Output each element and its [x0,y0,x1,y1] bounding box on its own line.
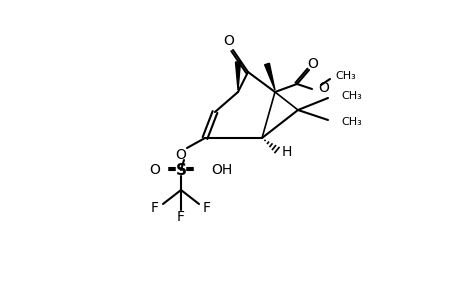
Text: H: H [281,145,291,159]
Text: S: S [175,163,186,178]
Polygon shape [264,63,274,90]
Text: OH: OH [211,163,232,177]
Text: CH₃: CH₃ [334,71,355,81]
Text: F: F [177,210,185,224]
Text: O: O [317,81,328,95]
Text: O: O [175,148,186,162]
Polygon shape [235,62,240,90]
Text: O: O [223,34,234,48]
Text: CH₃: CH₃ [340,91,361,101]
Text: O: O [307,57,318,71]
Text: F: F [202,201,211,215]
Text: O: O [149,163,160,177]
Text: CH₃: CH₃ [340,117,361,127]
Text: F: F [151,201,159,215]
